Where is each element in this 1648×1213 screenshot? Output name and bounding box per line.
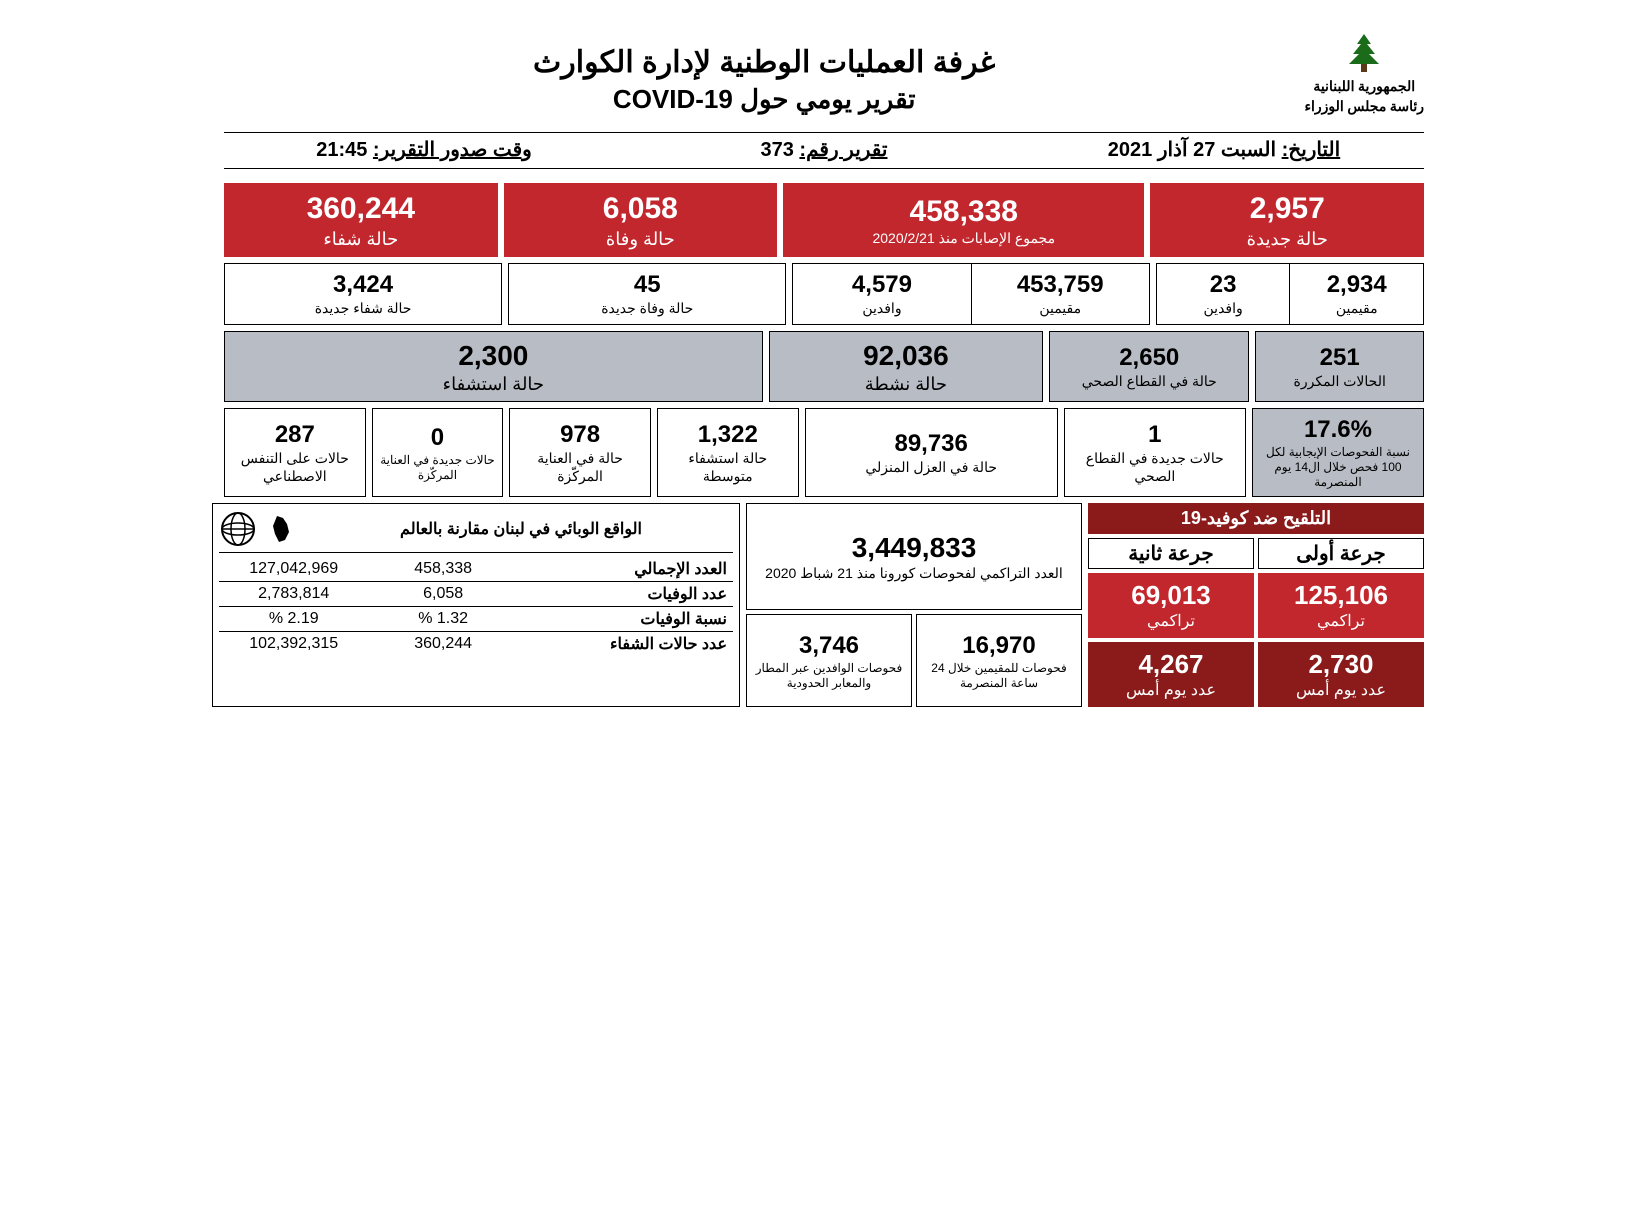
status-row: 251 الحالات المكررة 2,650 حالة في القطاع… (224, 331, 1424, 403)
vaccination-block: التلقيح ضد كوفيد-19 جرعة أولى جرعة ثانية… (1088, 503, 1424, 707)
icu-new: 0 حالات جديدة في العناية المركّزة (372, 408, 504, 497)
moderate-hosp: 1,322 حالة استشفاء متوسطة (657, 408, 799, 497)
total-arrivals: 4,579 وافدين (792, 263, 971, 325)
new-arrivals: 23 وافدين (1156, 263, 1291, 325)
detail-row: 17.6% نسبة الفحوصات الإيجابية لكل 100 فح… (224, 408, 1424, 497)
cedar-icon (1329, 30, 1399, 76)
world-row-deaths: عدد الوفيات 6,058 2,783,814 (219, 582, 733, 607)
active-cases: 92,036 حالة نشطة (769, 331, 1043, 403)
tests-arrivals: 3,746 فحوصات الوافدين عبر المطار والمعاب… (746, 614, 912, 707)
vacc-title: التلقيح ضد كوفيد-19 (1088, 503, 1424, 534)
meta-time: وقت صدور التقرير: 21:45 (224, 137, 624, 162)
world-row-recovered: عدد حالات الشفاء 360,244 102,392,315 (219, 632, 733, 656)
total-recovered: 360,244 حالة شفاء (224, 183, 498, 257)
bottom-section: التلقيح ضد كوفيد-19 جرعة أولى جرعة ثانية… (224, 503, 1424, 707)
home-isolation: 89,736 حالة في العزل المنزلي (805, 408, 1058, 497)
icu-cases: 978 حالة في العناية المركّزة (509, 408, 651, 497)
dose1-label: جرعة أولى (1258, 538, 1424, 569)
sub-title: تقرير يومي حول COVID-19 (224, 84, 1304, 115)
logo-text-top: الجمهورية اللبنانية (1304, 78, 1424, 98)
dose2-yesterday: 4,267 عدد يوم أمس (1088, 642, 1254, 707)
world-title: الواقع الوبائي في لبنان مقارنة بالعالم (309, 519, 733, 539)
title-block: غرفة العمليات الوطنية لإدارة الكوارث تقر… (224, 30, 1304, 115)
new-recovered: 3,424 حالة شفاء جديدة (224, 263, 502, 325)
health-sector-new: 1 حالات جديدة في القطاع الصحي (1064, 408, 1246, 497)
new-deaths: 45 حالة وفاة جديدة (508, 263, 786, 325)
repeated-cases: 251 الحالات المكررة (1255, 331, 1424, 403)
total-cases: 458,338 مجموع الإصابات منذ 2020/2/21 (783, 183, 1144, 257)
world-row-cfr: نسبة الوفيات 1.32 % 2.19 % (219, 607, 733, 632)
world-comparison: الواقع الوبائي في لبنان مقارنة بالعالم (212, 503, 740, 707)
ventilator: 287 حالات على التنفس الاصطناعي (224, 408, 366, 497)
tests-block: 3,449,833 العدد التراكمي لفحوصات كورونا … (746, 503, 1082, 707)
main-title: غرفة العمليات الوطنية لإدارة الكوارث (224, 45, 1304, 80)
world-row-total: العدد الإجمالي 458,338 127,042,969 (219, 557, 733, 582)
logo-text-bottom: رئاسة مجلس الوزراء (1304, 98, 1424, 118)
tests-total: 3,449,833 العدد التراكمي لفحوصات كورونا … (746, 503, 1082, 610)
gov-logo: الجمهورية اللبنانية رئاسة مجلس الوزراء (1304, 30, 1424, 117)
dose2-cumulative: 69,013 تراكمي (1088, 573, 1254, 638)
meta-report: تقرير رقم: 373 (624, 137, 1024, 162)
meta-row: التاريخ: السبت 27 آذار 2021 تقرير رقم: 3… (224, 137, 1424, 162)
meta-date: التاريخ: السبت 27 آذار 2021 (1024, 137, 1424, 162)
new-residents: 2,934 مقيمين (1290, 263, 1424, 325)
positivity-rate: 17.6% نسبة الفحوصات الإيجابية لكل 100 فح… (1252, 408, 1424, 497)
dose1-yesterday: 2,730 عدد يوم أمس (1258, 642, 1424, 707)
hospitalized: 2,300 حالة استشفاء (224, 331, 763, 403)
dose1-cumulative: 125,106 تراكمي (1258, 573, 1424, 638)
breakdown-row: 2,934 مقيمين 23 وافدين 453,759 مقيمين 4,… (224, 263, 1424, 325)
health-sector-cases: 2,650 حالة في القطاع الصحي (1049, 331, 1249, 403)
globe-icon (219, 510, 257, 548)
dose2-label: جرعة ثانية (1088, 538, 1254, 569)
report-header: الجمهورية اللبنانية رئاسة مجلس الوزراء غ… (224, 30, 1424, 117)
total-residents: 453,759 مقيمين (972, 263, 1150, 325)
summary-row: 2,957 حالة جديدة 458,338 مجموع الإصابات … (224, 183, 1424, 257)
total-deaths: 6,058 حالة وفاة (504, 183, 778, 257)
lebanon-icon (267, 512, 301, 546)
tests-residents: 16,970 فحوصات للمقيمين خلال 24 ساعة المن… (916, 614, 1082, 707)
new-cases: 2,957 حالة جديدة (1150, 183, 1424, 257)
